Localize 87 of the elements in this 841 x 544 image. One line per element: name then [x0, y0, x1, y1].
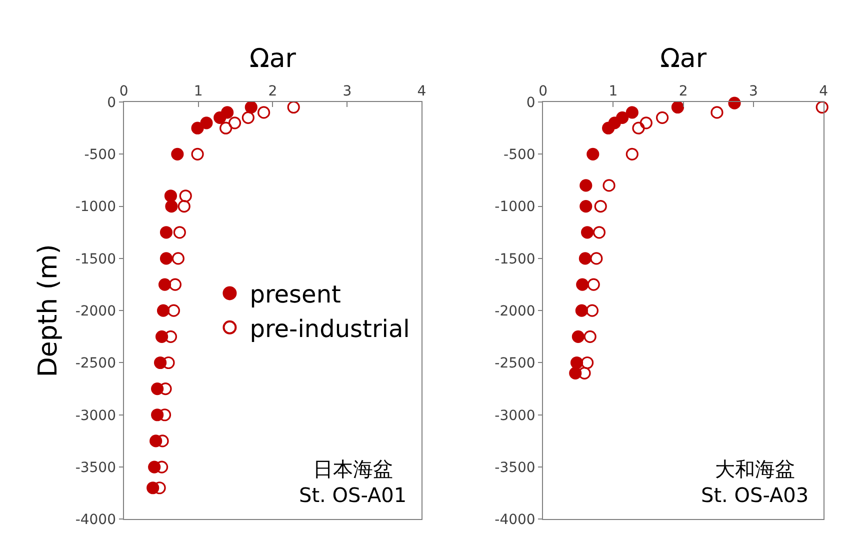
y-tick-label: 0 — [526, 94, 536, 111]
point — [160, 252, 173, 265]
point — [287, 100, 300, 114]
point — [173, 226, 186, 239]
point — [228, 116, 242, 130]
x-tick-label: 2 — [678, 83, 688, 100]
point — [590, 252, 603, 265]
annotation: 日本海盆 St. OS-A01 — [299, 457, 407, 507]
annotation: 大和海盆 St. OS-A03 — [701, 457, 809, 507]
point — [586, 304, 599, 317]
point — [602, 122, 615, 134]
point — [156, 304, 170, 317]
point — [168, 278, 182, 291]
x-tick-label: 4 — [819, 83, 828, 100]
point — [167, 304, 180, 317]
point — [244, 100, 258, 114]
point — [179, 190, 192, 202]
point — [632, 122, 645, 134]
point — [626, 148, 638, 160]
point — [580, 179, 592, 192]
point — [164, 330, 178, 343]
y-tick-label: -1000 — [494, 199, 536, 216]
x-tick-label: 0 — [538, 83, 548, 100]
point — [576, 278, 589, 291]
point — [816, 100, 828, 114]
point — [172, 252, 184, 265]
y-tick-label: -500 — [504, 147, 536, 164]
y-tick-label: -1500 — [75, 251, 116, 268]
point — [580, 200, 592, 213]
y-axis-title: Depth (m) — [34, 244, 64, 378]
y-tick-label: -2500 — [494, 356, 536, 372]
y-tick-label: -1000 — [75, 199, 116, 216]
y-tick-label: -3000 — [494, 408, 536, 424]
y-tick-label: -2500 — [75, 356, 116, 372]
point — [581, 356, 594, 370]
point — [592, 226, 606, 239]
point — [710, 106, 724, 119]
y-tick-label: -1500 — [494, 251, 536, 268]
y-tick-label: -3000 — [75, 408, 116, 424]
point — [200, 116, 213, 130]
point — [191, 122, 204, 134]
x-tick-label: 4 — [417, 83, 426, 100]
x-axis-title: Ωar — [660, 44, 707, 74]
y-tick-label: -4000 — [75, 512, 116, 528]
legend-label: pre-industrial — [250, 314, 410, 343]
point — [178, 200, 190, 213]
x-tick-label: 2 — [268, 83, 278, 100]
y-tick-label: 0 — [107, 94, 116, 111]
point — [158, 278, 172, 291]
point — [171, 148, 184, 160]
point — [572, 330, 584, 343]
point — [584, 330, 596, 343]
y-tick-label: -3500 — [494, 460, 536, 476]
x-tick-label: 1 — [194, 83, 203, 100]
point — [728, 96, 741, 110]
x-tick-label: 1 — [608, 83, 618, 100]
x-tick-label: 3 — [748, 83, 758, 100]
point — [220, 122, 232, 134]
x-tick-label: 0 — [119, 83, 128, 100]
point — [626, 106, 638, 119]
point — [191, 148, 204, 160]
point — [214, 111, 226, 124]
point — [160, 226, 173, 239]
y-tick-label: -4000 — [494, 512, 536, 528]
x-axis-title: Ωar — [249, 44, 296, 74]
y-tick-label: -3500 — [75, 460, 116, 476]
point — [587, 278, 600, 291]
point — [640, 116, 652, 130]
point — [578, 366, 591, 380]
point — [594, 200, 607, 213]
point — [581, 226, 594, 239]
point — [586, 148, 600, 160]
point — [165, 200, 178, 213]
point — [602, 179, 616, 192]
y-tick-label: -500 — [84, 147, 116, 164]
point — [575, 304, 588, 317]
point — [242, 111, 254, 124]
point — [164, 190, 178, 202]
legend-label: present — [250, 280, 341, 309]
point — [578, 252, 592, 265]
point — [671, 100, 684, 114]
y-tick-label: -2000 — [494, 304, 536, 320]
point — [258, 106, 270, 119]
y-tick-label: -2000 — [75, 304, 116, 320]
x-tick-label: 3 — [342, 83, 352, 100]
point — [656, 111, 669, 124]
point — [162, 356, 175, 370]
